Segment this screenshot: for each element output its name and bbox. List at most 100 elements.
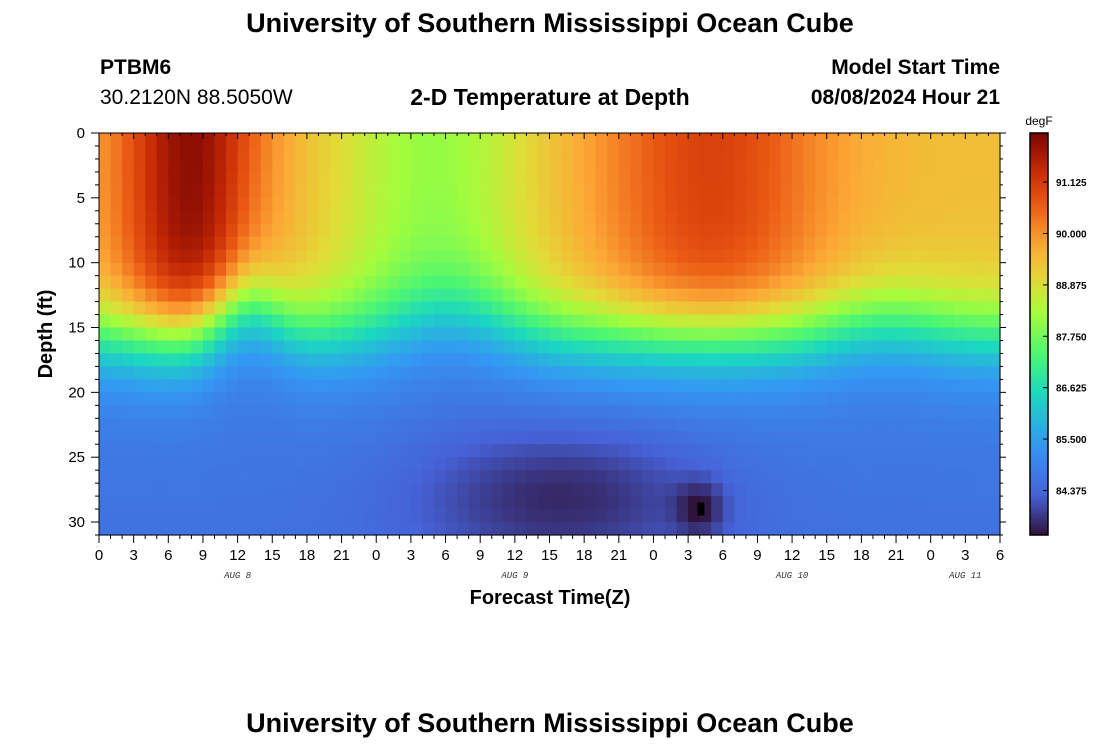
heatmap-cell (272, 379, 285, 393)
heatmap-cell (849, 366, 862, 380)
heatmap-cell (480, 470, 493, 484)
heatmap-cell (179, 522, 193, 536)
heatmap-cell (399, 496, 412, 510)
heatmap-cell (849, 470, 862, 484)
heatmap-cell (607, 210, 620, 225)
heatmap-cell (803, 509, 816, 523)
heatmap-cell (676, 392, 689, 406)
heatmap-cell (896, 431, 909, 445)
heatmap-cell (607, 522, 620, 536)
heatmap-cell (988, 392, 1001, 406)
heatmap-cell (919, 483, 932, 497)
heatmap-cell (699, 236, 712, 251)
heatmap-cell (618, 145, 631, 160)
heatmap-cell (191, 379, 204, 393)
heatmap-cell (595, 197, 608, 212)
heatmap-cell (457, 236, 470, 251)
heatmap-cell (110, 249, 123, 264)
heatmap-cell (711, 262, 724, 277)
heatmap-cell (179, 444, 193, 458)
heatmap-cell (295, 418, 308, 432)
heatmap-cell (306, 145, 320, 160)
heatmap-cell (815, 509, 828, 523)
heatmap-cell (896, 405, 909, 419)
heatmap-cell (179, 197, 193, 212)
heatmap-cell (792, 184, 805, 199)
heatmap-cell (653, 392, 666, 406)
heatmap-cell (168, 418, 181, 432)
heatmap-cell (468, 262, 481, 277)
heatmap-cell (815, 340, 828, 355)
heatmap-cell (330, 353, 343, 368)
heatmap-cell (849, 133, 862, 147)
heatmap-cell (145, 184, 158, 199)
heatmap-cell (653, 184, 666, 199)
heatmap-cell (607, 223, 620, 238)
heatmap-cell (826, 301, 839, 316)
heatmap-cell (768, 223, 782, 238)
heatmap-cell (330, 327, 343, 342)
heatmap-cell (179, 301, 193, 316)
heatmap-cell (699, 379, 712, 393)
heatmap-cell (780, 184, 793, 199)
heatmap-cell (537, 353, 551, 368)
heatmap-cell (99, 314, 112, 329)
heatmap-cell (930, 418, 943, 432)
heatmap-cell (341, 522, 354, 536)
heatmap-cell (965, 418, 978, 432)
heatmap-cell (353, 470, 366, 484)
heatmap-cell (665, 275, 678, 290)
heatmap-cell (145, 366, 158, 380)
heatmap-cell (953, 327, 966, 342)
heatmap-cell (630, 418, 643, 432)
heatmap-cell (202, 418, 216, 432)
heatmap-cell (249, 171, 262, 186)
heatmap-cell (364, 262, 377, 277)
heatmap-cell (191, 431, 204, 445)
heatmap-cell (330, 522, 343, 536)
heatmap-cell (353, 483, 366, 497)
heatmap-cell (584, 236, 597, 251)
heatmap-cell (468, 483, 481, 497)
heatmap-cell (422, 470, 435, 484)
heatmap-cell (688, 184, 701, 199)
heatmap-cell (457, 444, 470, 458)
heatmap-cell (549, 249, 562, 264)
heatmap-cell (711, 392, 724, 406)
heatmap-cell (260, 288, 273, 303)
heatmap-cell (757, 197, 770, 212)
heatmap-cell (988, 184, 1001, 199)
heatmap-cell (849, 444, 862, 458)
heatmap-cell (676, 158, 689, 173)
heatmap-cell (122, 483, 135, 497)
heatmap-cell (514, 184, 527, 199)
heatmap-cell (930, 288, 943, 303)
heatmap-cell (572, 184, 585, 199)
heatmap-cell (457, 470, 470, 484)
heatmap-cell (376, 327, 389, 342)
heatmap-cell (838, 444, 851, 458)
heatmap-cell (711, 379, 724, 393)
heatmap-cell (722, 236, 735, 251)
heatmap-cell (422, 392, 435, 406)
heatmap-cell (202, 444, 216, 458)
heatmap-cell (780, 275, 793, 290)
heatmap-cell (272, 301, 285, 316)
heatmap-cell (237, 133, 250, 147)
heatmap-cell (549, 236, 562, 251)
heatmap-cell (376, 158, 389, 173)
heatmap-cell (306, 418, 320, 432)
heatmap-cell (514, 249, 527, 264)
heatmap-cell (988, 262, 1001, 277)
heatmap-cell (780, 366, 793, 380)
heatmap-cell (826, 171, 839, 186)
heatmap-cell (202, 327, 216, 342)
heatmap-cell (260, 275, 273, 290)
heatmap-cell (491, 444, 504, 458)
x-axis-title: Forecast Time(Z) (470, 587, 631, 609)
heatmap-cell (826, 262, 839, 277)
heatmap-cell (826, 431, 839, 445)
heatmap-cell (399, 366, 412, 380)
heatmap-cell (122, 327, 135, 342)
heatmap-cell (803, 340, 816, 355)
